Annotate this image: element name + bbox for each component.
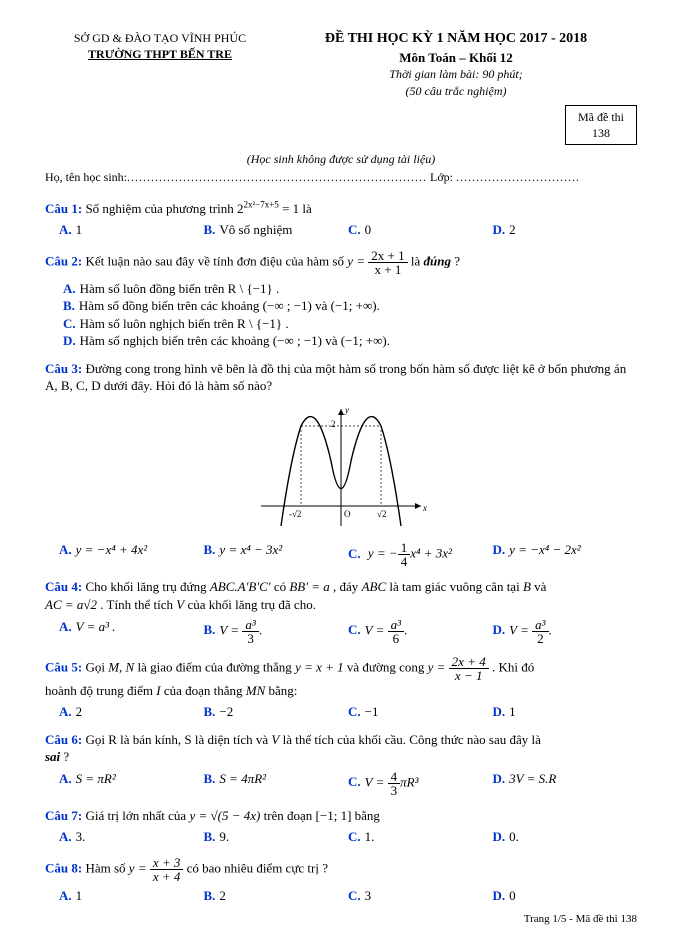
q3-opt-a: A.y = −x⁴ + 4x² [59, 541, 204, 568]
q8-num: Câu 8: [45, 860, 82, 875]
header-left: SỞ GD & ĐÀO TẠO VĨNH PHÚC TRƯỜNG THPT BẾ… [45, 30, 275, 99]
q6-opt-d: D.3V = S.R [493, 770, 638, 797]
q4-opt-a: A.V = a³ . [59, 618, 204, 645]
q4-opt-c: C.V = a³6. [348, 618, 493, 645]
q5-num: Câu 5: [45, 659, 82, 674]
question-6: Câu 6: Gọi R là bán kính, S là diện tích… [45, 731, 637, 766]
q1-opt-a: A.1 [59, 221, 204, 239]
q2-frac: 2x + 1x + 1 [368, 249, 407, 276]
q2-opt-a: A.Hàm số luôn đồng biến trên R \ {−1} . [63, 280, 637, 298]
exam-title: ĐỀ THI HỌC KỲ 1 NĂM HỌC 2017 - 2018 [275, 30, 637, 49]
student-line: Họ, tên học sinh:.......................… [45, 169, 637, 185]
question-3: Câu 3: Đường cong trong hình vẽ bên là đ… [45, 360, 637, 395]
q6-opt-a: A.S = πR² [59, 770, 204, 797]
count-line: (50 câu trắc nghiệm) [275, 83, 637, 99]
q8-options: A.1 B.2 C.3 D.0 [59, 887, 637, 905]
q8-opt-c: C.3 [348, 887, 493, 905]
q7-num: Câu 7: [45, 808, 82, 823]
q4-opt-d: D.V = a³2. [493, 618, 638, 645]
q6-opt-b: B.S = 4πR² [204, 770, 349, 797]
q1-num: Câu 1: [45, 201, 82, 216]
q5-opt-c: C.−1 [348, 703, 493, 721]
dept-line: SỞ GD & ĐÀO TẠO VĨNH PHÚC [45, 30, 275, 46]
q1-options: A.1 B.Vô số nghiệm C.0 D.2 [59, 221, 637, 239]
q4-options: A.V = a³ . B.V = a³3. C.V = a³6. D.V = a… [59, 618, 637, 645]
q8-opt-a: A.1 [59, 887, 204, 905]
q1-text-a: Số nghiệm của phương trình [85, 201, 237, 216]
q5-options: A.2 B.−2 C.−1 D.1 [59, 703, 637, 721]
q3-opt-b: B.y = x⁴ − 3x² [204, 541, 349, 568]
question-4: Câu 4: Cho khối lăng trụ đứng ABC.A'B'C'… [45, 578, 637, 613]
svg-text:O: O [344, 509, 351, 519]
q2-bold: đúng [424, 253, 451, 268]
q1-opt-b: B.Vô số nghiệm [204, 221, 349, 239]
q2-y: y = [347, 253, 368, 268]
svg-text:y: y [344, 405, 349, 415]
q6-opt-c: C.V = 43πR³ [348, 770, 493, 797]
duration-line: Thời gian làm bài: 90 phút; [275, 66, 637, 82]
exam-code-box: Mã đề thi 138 [565, 105, 637, 145]
svg-text:2: 2 [331, 419, 336, 429]
question-2: Câu 2: Kết luận nào sau đây về tính đơn … [45, 249, 637, 276]
q3-options: A.y = −x⁴ + 4x² B.y = x⁴ − 3x² C. y = −1… [59, 541, 637, 568]
q3-opt-c: C. y = −14x⁴ + 3x² [348, 541, 493, 568]
question-7: Câu 7: Giá trị lớn nhất của y = √(5 − 4x… [45, 807, 637, 825]
q6-options: A.S = πR² B.S = 4πR² C.V = 43πR³ D.3V = … [59, 770, 637, 797]
svg-text:-√2: -√2 [289, 509, 301, 519]
q2-text-a: Kết luận nào sau đây về tính đơn điệu củ… [85, 253, 347, 268]
class-label: Lớp: [427, 170, 456, 184]
q8-opt-d: D.0 [493, 887, 638, 905]
q6-num: Câu 6: [45, 732, 82, 747]
question-1: Câu 1: Số nghiệm của phương trình 22x²−7… [45, 200, 637, 218]
q2-text-c: ? [454, 253, 460, 268]
q3-opt-d: D.y = −x⁴ − 2x² [493, 541, 638, 568]
q7-opt-a: A.3. [59, 828, 204, 846]
q2-text-b: là [411, 253, 424, 268]
name-dots: ........................................… [127, 170, 427, 184]
code-label: Mã đề thi [578, 109, 624, 125]
question-5: Câu 5: Gọi M, N là giao điểm của đường t… [45, 655, 637, 700]
q4-num: Câu 4: [45, 579, 82, 594]
q8-opt-b: B.2 [204, 887, 349, 905]
q7-opt-c: C.1. [348, 828, 493, 846]
q2-opt-b: B.Hàm số đồng biến trên các khoảng (−∞ ;… [63, 297, 637, 315]
name-label: Họ, tên học sinh: [45, 170, 127, 184]
q1-opt-c: C.0 [348, 221, 493, 239]
q2-opt-d: D.Hàm số nghịch biến trên các khoảng (−∞… [63, 332, 637, 350]
subject-line: Môn Toán – Khối 12 [275, 49, 637, 67]
q5-opt-a: A.2 [59, 703, 204, 721]
code-value: 138 [578, 125, 624, 141]
q2-num: Câu 2: [45, 253, 82, 268]
q7-options: A.3. B.9. C.1. D.0. [59, 828, 637, 846]
header: SỞ GD & ĐÀO TẠO VĨNH PHÚC TRƯỜNG THPT BẾ… [45, 30, 637, 99]
q1-expr: 22x²−7x+5 [237, 201, 279, 216]
header-right: ĐỀ THI HỌC KỲ 1 NĂM HỌC 2017 - 2018 Môn … [275, 30, 637, 99]
q5-opt-b: B.−2 [204, 703, 349, 721]
q7-opt-d: D.0. [493, 828, 638, 846]
graph-svg: x y -√2 O √2 2 [251, 401, 431, 531]
q2-opt-c: C.Hàm số luôn nghịch biến trên R \ {−1} … [63, 315, 637, 333]
q3-num: Câu 3: [45, 361, 82, 376]
svg-text:x: x [422, 503, 427, 513]
q7-opt-b: B.9. [204, 828, 349, 846]
q3-text: Đường cong trong hình vẽ bên là đồ thị c… [45, 361, 626, 394]
q1-text-b: = 1 là [282, 201, 312, 216]
materials-note: (Học sinh không được sử dụng tài liệu) [45, 151, 637, 167]
q4-opt-b: B.V = a³3. [204, 618, 349, 645]
page-footer: Trang 1/5 - Mã đề thi 138 [45, 912, 637, 927]
q5-opt-d: D.1 [493, 703, 638, 721]
q1-opt-d: D.2 [493, 221, 638, 239]
svg-text:√2: √2 [377, 509, 386, 519]
school-line: TRƯỜNG THPT BẾN TRE [45, 46, 275, 62]
class-dots: ............................... [456, 170, 580, 184]
question-8: Câu 8: Hàm số y = x + 3x + 4 có bao nhiê… [45, 856, 637, 883]
q3-graph: x y -√2 O √2 2 [45, 401, 637, 536]
